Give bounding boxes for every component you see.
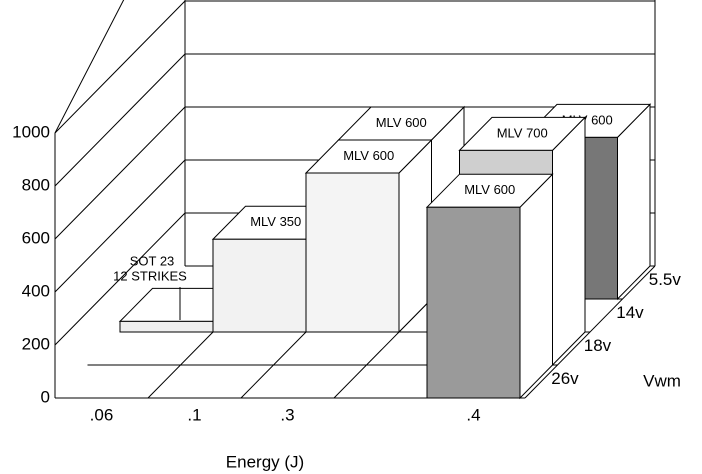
grid-line — [54, 159, 186, 293]
grid-line — [54, 0, 186, 134]
bar — [304, 138, 433, 334]
y-tick-label: 400 — [22, 281, 50, 300]
bar-face — [119, 320, 214, 333]
bar-face — [212, 238, 307, 333]
bar-face — [305, 172, 400, 333]
bar-label: MLV 600 — [464, 182, 515, 197]
x-tick-label: .3 — [280, 405, 294, 424]
bar-face — [519, 172, 553, 400]
annotation: SOT 23 — [130, 253, 175, 268]
bar-face — [426, 206, 521, 399]
bar-label: MLV 600 — [376, 115, 427, 130]
y-tick-label: 600 — [22, 228, 50, 247]
x-tick-label: .1 — [187, 405, 201, 424]
wall-edge — [54, 0, 125, 134]
y-tick-label: 0 — [41, 387, 50, 406]
grid-line — [54, 212, 186, 346]
legend-label: 18v — [584, 336, 612, 355]
bar-label: MLV 600 — [343, 148, 394, 163]
legend-label: 5.5v — [649, 270, 682, 289]
x-axis-title: Energy (J) — [226, 452, 304, 471]
y-tick-label: 200 — [22, 334, 50, 353]
depth-axis-title: Vwm — [643, 371, 681, 390]
grid-line — [54, 106, 186, 240]
x-tick-label: .4 — [466, 405, 480, 424]
legend-label: 26v — [551, 369, 579, 388]
bar-face — [552, 116, 586, 367]
bar — [425, 172, 554, 400]
legend-label: 14v — [616, 303, 644, 322]
grid-line — [54, 53, 186, 187]
y-tick-label: 1000 — [12, 122, 50, 141]
x-tick-label: .06 — [90, 405, 114, 424]
bar-label: MLV 350 — [250, 214, 301, 229]
bar-label: MLV 700 — [497, 125, 548, 140]
bar-face — [617, 103, 651, 301]
annotation: 12 STRIKES — [113, 268, 187, 283]
y-tick-label: 800 — [22, 175, 50, 194]
